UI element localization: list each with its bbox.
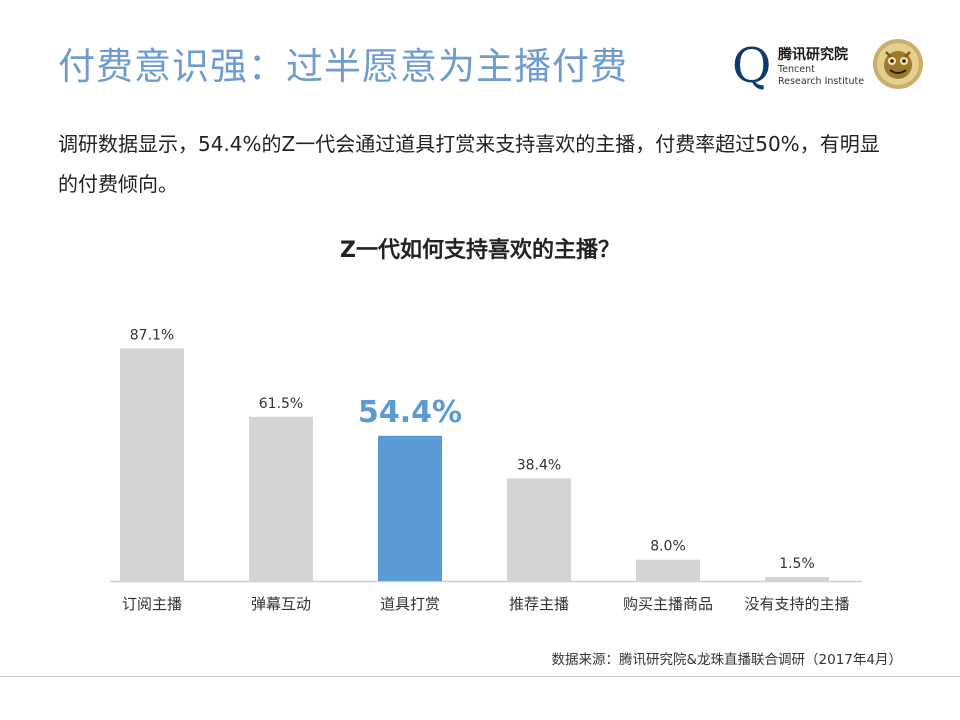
bar-3	[378, 435, 442, 581]
category-label-6: 没有支持的主播	[744, 595, 849, 613]
category-label-1: 订阅主播	[122, 595, 182, 613]
data-label-6: 1.5%	[779, 556, 815, 572]
category-label-2: 弹幕互动	[251, 595, 311, 613]
data-label-5: 8.0%	[650, 539, 686, 555]
logo-name-cn: 腾讯研究院	[778, 47, 848, 63]
chart-title: Z一代如何支持喜欢的主播？	[340, 238, 620, 263]
data-label-2: 61.5%	[259, 396, 303, 412]
tencent-research-logo: Q 腾讯研究院 Tencent Research Institute	[732, 38, 932, 96]
logo-name-en-line1: Tencent	[778, 64, 815, 75]
data-label-4: 38.4%	[517, 457, 561, 473]
bar-4	[507, 478, 571, 581]
category-label-4: 推荐主播	[509, 595, 569, 613]
page-title: 付费意识强：过半愿意为主播付费	[58, 45, 628, 88]
logo-name-en: Tencent Research Institute	[778, 64, 864, 88]
category-label-3: 道具打赏	[380, 595, 440, 613]
footer-divider	[0, 676, 960, 677]
data-label-3: 54.4%	[358, 395, 462, 430]
logo-q-mark-icon: Q	[732, 38, 772, 94]
bar-2	[249, 416, 313, 581]
data-label-1: 87.1%	[130, 327, 174, 343]
bar-6	[765, 576, 829, 581]
data-source: 数据来源：腾讯研究院&龙珠直播联合调研（2017年4月）	[551, 652, 902, 668]
dragon-badge-icon	[873, 39, 923, 89]
intro-text: 调研数据显示，54.4%的Z一代会通过道具打赏来支持喜欢的主播，付费率超过50%…	[58, 132, 880, 196]
bar-5	[636, 559, 700, 581]
category-label-5: 购买主播商品	[623, 595, 713, 613]
bar-1	[120, 348, 184, 581]
logo-name-en-line2: Research Institute	[778, 76, 865, 87]
